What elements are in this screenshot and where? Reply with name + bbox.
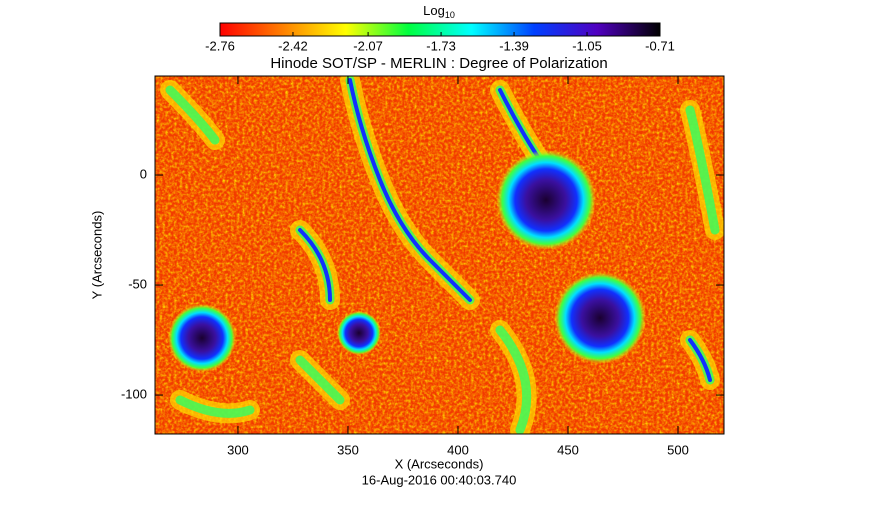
subtitle: 16-Aug-2016 00:40:03.740	[362, 472, 517, 487]
y-axis-label: Y (Arcseconds)	[89, 211, 104, 300]
colorbar-label: Log10	[423, 3, 455, 20]
chart-title: Hinode SOT/SP - MERLIN : Degree of Polar…	[270, 55, 607, 72]
x-tick-label: 450	[557, 442, 579, 457]
x-tick-label: 350	[337, 442, 359, 457]
sunspot	[554, 272, 646, 364]
image-texture	[155, 76, 724, 434]
colorbar-tick-label: -1.05	[572, 38, 602, 53]
colorbar	[219, 22, 661, 37]
y-tick-label: -50	[128, 276, 147, 291]
sunspot	[496, 150, 596, 250]
y-tick-label: 0	[140, 166, 147, 181]
image	[155, 76, 724, 434]
pore	[168, 304, 236, 372]
pore	[337, 311, 381, 355]
colorbar-tick-label: -2.76	[205, 38, 235, 53]
x-tick-label: 500	[667, 442, 689, 457]
y-tick-label: -100	[121, 386, 147, 401]
network	[160, 76, 724, 434]
x-tick-label: 400	[447, 442, 469, 457]
colorbar-tick-label: -2.07	[353, 38, 383, 53]
x-axis-label: X (Arcseconds)	[395, 456, 484, 471]
x-tick-label: 300	[227, 442, 249, 457]
plot-frame	[154, 75, 725, 435]
colorbar-tick-label: -0.71	[645, 38, 675, 53]
colorbar-tick-label: -1.39	[499, 38, 529, 53]
colorbar-tick-label: -1.73	[426, 38, 456, 53]
colorbar-tick-label: -2.42	[278, 38, 308, 53]
